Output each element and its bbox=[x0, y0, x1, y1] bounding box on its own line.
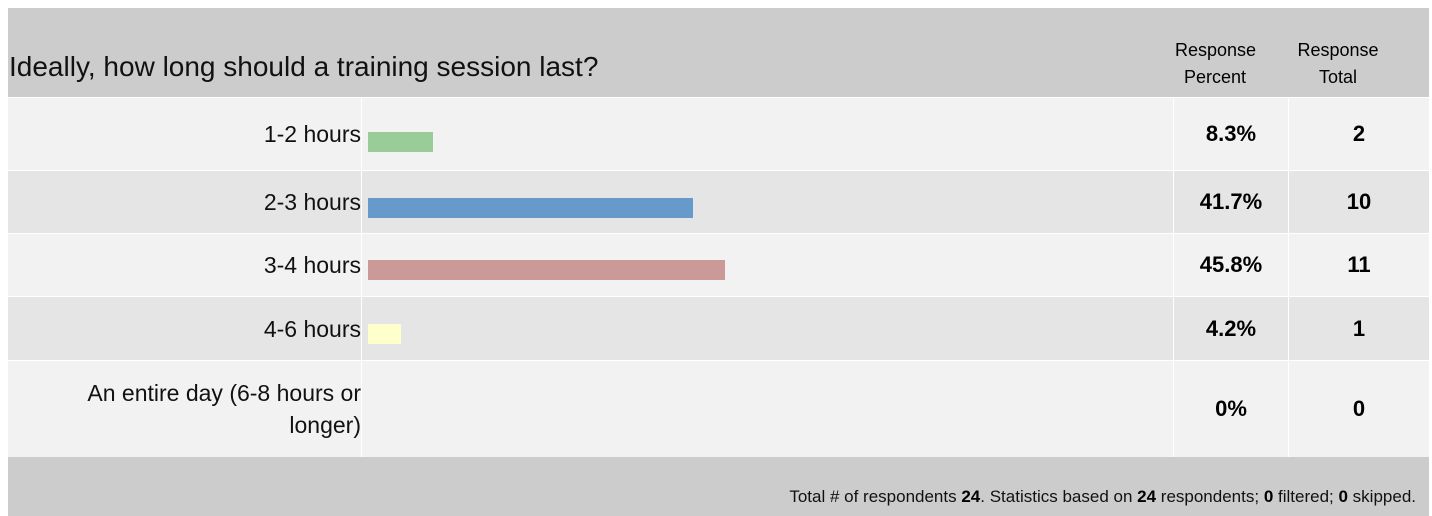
footer-text-4: filtered; bbox=[1273, 487, 1339, 506]
respondents-count: 24 bbox=[961, 487, 981, 506]
filtered-count: 0 bbox=[1263, 487, 1274, 506]
footer-text-1: Total # of respondents bbox=[789, 487, 962, 506]
footer-text-3: respondents; bbox=[1156, 487, 1264, 506]
column-divider bbox=[1173, 234, 1174, 296]
column-divider bbox=[1173, 98, 1174, 170]
response-total-header: Response Total bbox=[1288, 37, 1388, 91]
response-total-value: 2 bbox=[1352, 121, 1366, 146]
answer-label: 2-3 hours bbox=[263, 189, 361, 215]
footer-summary: Total # of respondents 24. Statistics ba… bbox=[789, 487, 1416, 507]
table-row: 3-4 hours 45.8% 11 bbox=[8, 233, 1429, 296]
skipped-count: 0 bbox=[1338, 487, 1348, 506]
answer-label: An entire day (6-8 hours or longer) bbox=[87, 380, 361, 438]
response-bar bbox=[368, 260, 726, 280]
response-percent-header-line2: Percent bbox=[1183, 67, 1247, 87]
survey-results-table: Ideally, how long should a training sess… bbox=[8, 8, 1429, 516]
question-title: Ideally, how long should a training sess… bbox=[9, 51, 599, 82]
response-total-value: 0 bbox=[1352, 396, 1366, 421]
answer-label: 3-4 hours bbox=[263, 252, 361, 278]
column-divider bbox=[361, 171, 362, 233]
response-percent-value: 8.3% bbox=[1205, 121, 1257, 146]
table-row: 4-6 hours 4.2% 1 bbox=[8, 296, 1429, 360]
answer-label: 4-6 hours bbox=[263, 315, 361, 342]
response-percent-value: 41.7% bbox=[1199, 189, 1263, 214]
response-total-header-line2: Total bbox=[1318, 67, 1358, 87]
response-percent-value: 4.2% bbox=[1205, 315, 1257, 341]
table-header: Ideally, how long should a training sess… bbox=[8, 8, 1429, 97]
footer-text-2: . Statistics based on bbox=[980, 487, 1138, 506]
response-total-value: 10 bbox=[1346, 189, 1372, 214]
column-divider bbox=[361, 98, 362, 170]
column-divider bbox=[1173, 171, 1174, 233]
table-row: 2-3 hours 41.7% 10 bbox=[8, 170, 1429, 233]
response-percent-header: Response Percent bbox=[1175, 37, 1257, 91]
response-percent-value: 0% bbox=[1215, 396, 1247, 421]
response-total-value: 1 bbox=[1352, 315, 1366, 341]
column-divider bbox=[1288, 297, 1289, 360]
based-on-count: 24 bbox=[1137, 487, 1157, 506]
column-divider bbox=[1288, 171, 1289, 233]
table-footer: Total # of respondents 24. Statistics ba… bbox=[8, 457, 1429, 516]
table-row: An entire day (6-8 hours or longer) 0% 0 bbox=[8, 360, 1429, 457]
column-divider bbox=[1288, 234, 1289, 296]
table-row: 1-2 hours 8.3% 2 bbox=[8, 97, 1429, 170]
response-bar bbox=[368, 132, 433, 152]
response-bar bbox=[368, 324, 401, 344]
response-bar bbox=[368, 198, 694, 218]
column-divider bbox=[361, 234, 362, 296]
column-divider bbox=[1173, 297, 1174, 360]
column-divider bbox=[361, 361, 362, 457]
footer-text-5: skipped. bbox=[1347, 487, 1416, 506]
response-total-header-line1: Response bbox=[1297, 40, 1379, 60]
column-divider bbox=[1288, 98, 1289, 170]
column-divider bbox=[1173, 361, 1174, 457]
response-percent-header-line1: Response bbox=[1175, 40, 1257, 60]
answer-label: 1-2 hours bbox=[263, 121, 361, 147]
response-total-value: 11 bbox=[1347, 252, 1371, 277]
response-percent-value: 45.8% bbox=[1199, 252, 1263, 277]
column-divider bbox=[1288, 361, 1289, 457]
column-divider bbox=[361, 297, 362, 360]
